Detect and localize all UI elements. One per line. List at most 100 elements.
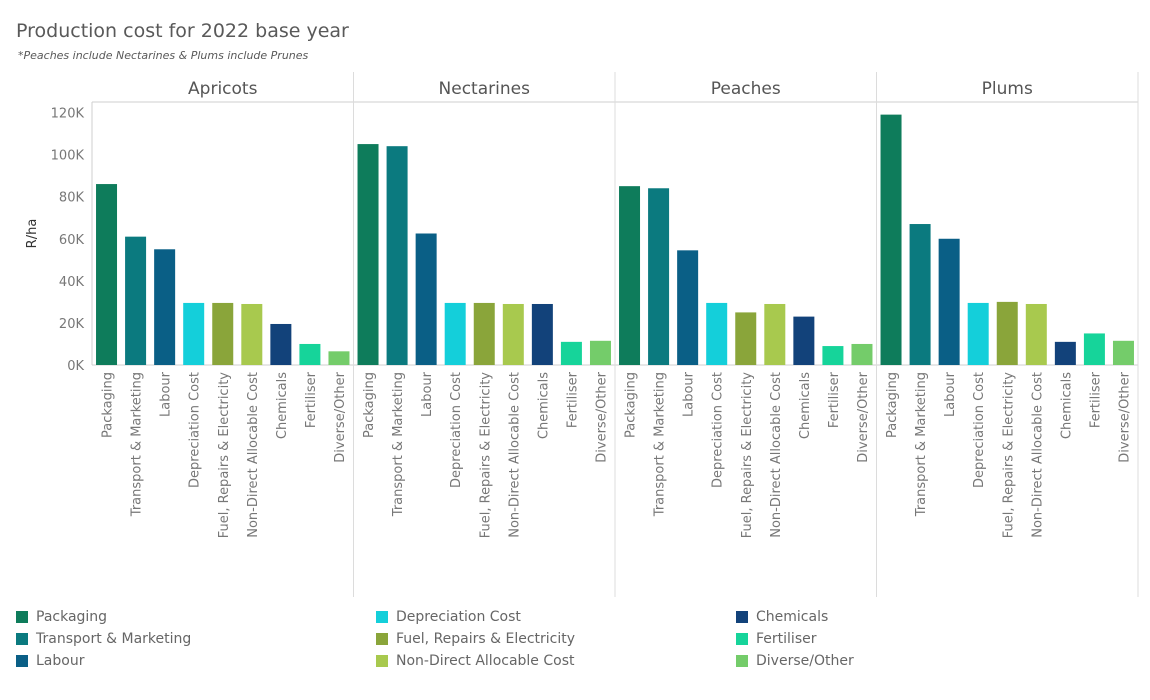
- bar-nectarines-8: [589, 340, 611, 365]
- category-label: Labour: [420, 371, 435, 417]
- category-label: Packaging: [885, 372, 900, 438]
- category-label: Packaging: [362, 372, 377, 438]
- category-label: Fuel, Repairs & Electricity: [740, 372, 755, 539]
- legend-item[interactable]: Depreciation Cost: [376, 607, 521, 627]
- legend-item[interactable]: Non-Direct Allocable Cost: [376, 651, 575, 671]
- category-label: Diverse/Other: [333, 371, 348, 462]
- category-label: Fuel, Repairs & Electricity: [217, 372, 232, 539]
- bar-apricots-8: [328, 351, 350, 365]
- bar-peaches-0: [619, 186, 641, 365]
- bar-peaches-4: [735, 312, 757, 365]
- bar-apricots-3: [183, 302, 205, 365]
- category-label: Diverse/Other: [856, 371, 871, 462]
- legend-item[interactable]: Labour: [16, 651, 84, 671]
- legend-item[interactable]: Transport & Marketing: [16, 629, 191, 649]
- bar-apricots-4: [212, 302, 234, 365]
- y-tick-label: 20K: [59, 317, 85, 332]
- bar-peaches-6: [793, 316, 815, 365]
- bar-nectarines-3: [444, 302, 466, 365]
- bar-plums-5: [1025, 303, 1047, 365]
- legend-swatch: [376, 633, 388, 645]
- bar-plums-6: [1054, 341, 1076, 365]
- category-label: Chemicals: [1059, 372, 1074, 439]
- category-label: Fertiliser: [827, 371, 842, 428]
- y-tick-label: 0K: [67, 359, 84, 374]
- legend-label: Diverse/Other: [756, 653, 854, 669]
- category-label: Fertiliser: [565, 371, 580, 428]
- category-label: Packaging: [101, 372, 116, 438]
- legend-label: Chemicals: [756, 609, 829, 625]
- panel-title-nectarines: Nectarines: [439, 79, 531, 99]
- legend-label: Packaging: [36, 609, 108, 625]
- legend-item[interactable]: Chemicals: [736, 607, 828, 627]
- bar-nectarines-1: [386, 146, 408, 365]
- bar-nectarines-6: [531, 303, 553, 365]
- category-label: Chemicals: [536, 372, 551, 439]
- y-tick-label: 120K: [51, 107, 85, 122]
- chart-title: Production cost for 2022 base year: [16, 20, 349, 42]
- legend-swatch: [376, 611, 388, 623]
- bar-apricots-1: [125, 236, 147, 365]
- bar-peaches-1: [648, 188, 670, 365]
- category-label: Non-Direct Allocable Cost: [246, 372, 261, 538]
- category-label: Diverse/Other: [594, 371, 609, 462]
- bar-chart: 0K 20K 40K 60K 80K 100K 120K R/ha Apricots Packag…: [25, 72, 1139, 597]
- legend-item[interactable]: Fuel, Repairs & Electricity: [376, 629, 575, 649]
- y-axis-label: R/ha: [25, 219, 40, 249]
- legend-item[interactable]: Packaging: [16, 607, 107, 627]
- bar-apricots-2: [154, 249, 176, 365]
- legend-swatch: [736, 633, 748, 645]
- legend-swatch: [736, 655, 748, 667]
- category-label: Transport & Marketing: [391, 372, 406, 517]
- category-label: Non-Direct Allocable Cost: [1030, 372, 1045, 538]
- bar-peaches-5: [764, 303, 786, 365]
- legend-label: Fuel, Repairs & Electricity: [396, 631, 576, 647]
- bar-peaches-2: [677, 250, 699, 365]
- bar-nectarines-0: [357, 144, 379, 365]
- category-label: Depreciation Cost: [972, 372, 987, 488]
- legend-swatch: [16, 633, 28, 645]
- category-label: Non-Direct Allocable Cost: [769, 372, 784, 538]
- legend-item[interactable]: Diverse/Other: [736, 651, 854, 671]
- category-label: Depreciation Cost: [711, 372, 726, 488]
- category-label: Non-Direct Allocable Cost: [507, 372, 522, 538]
- bar-apricots-6: [270, 323, 292, 365]
- category-label: Transport & Marketing: [653, 372, 668, 517]
- category-label: Labour: [682, 371, 697, 417]
- category-label: Depreciation Cost: [188, 372, 203, 488]
- legend-item[interactable]: Fertiliser: [736, 629, 816, 649]
- bar-plums-1: [909, 224, 931, 365]
- legend-label: Labour: [36, 653, 85, 669]
- category-label: Fertiliser: [304, 371, 319, 428]
- bar-peaches-8: [851, 343, 873, 365]
- category-label: Depreciation Cost: [449, 372, 464, 488]
- category-label: Fuel, Repairs & Electricity: [478, 372, 493, 539]
- bar-plums-7: [1083, 333, 1105, 365]
- bar-plums-0: [880, 114, 902, 366]
- y-tick-label: 100K: [51, 149, 85, 164]
- legend-label: Depreciation Cost: [396, 609, 521, 625]
- category-label: Labour: [943, 371, 958, 417]
- legend-swatch: [376, 655, 388, 667]
- legend-swatch: [16, 611, 28, 623]
- bar-apricots-5: [241, 303, 263, 365]
- panel-title-plums: Plums: [982, 79, 1033, 99]
- category-label: Packaging: [624, 372, 639, 438]
- bar-peaches-3: [706, 302, 728, 365]
- y-tick-label: 40K: [59, 275, 85, 290]
- category-label: Fertiliser: [1088, 371, 1103, 428]
- category-label: Labour: [159, 371, 174, 417]
- category-label: Chemicals: [798, 372, 813, 439]
- bar-plums-3: [967, 302, 989, 365]
- panel-title-peaches: Peaches: [711, 79, 781, 99]
- bar-nectarines-7: [560, 341, 582, 365]
- legend-label: Fertiliser: [756, 631, 817, 647]
- bar-plums-4: [996, 301, 1018, 365]
- category-label: Transport & Marketing: [914, 372, 929, 517]
- bar-nectarines-4: [473, 302, 495, 365]
- bar-nectarines-2: [415, 233, 437, 365]
- category-label: Fuel, Repairs & Electricity: [1001, 372, 1016, 539]
- bar-apricots-0: [96, 184, 118, 365]
- category-label: Transport & Marketing: [130, 372, 145, 517]
- legend-label: Transport & Marketing: [36, 631, 192, 647]
